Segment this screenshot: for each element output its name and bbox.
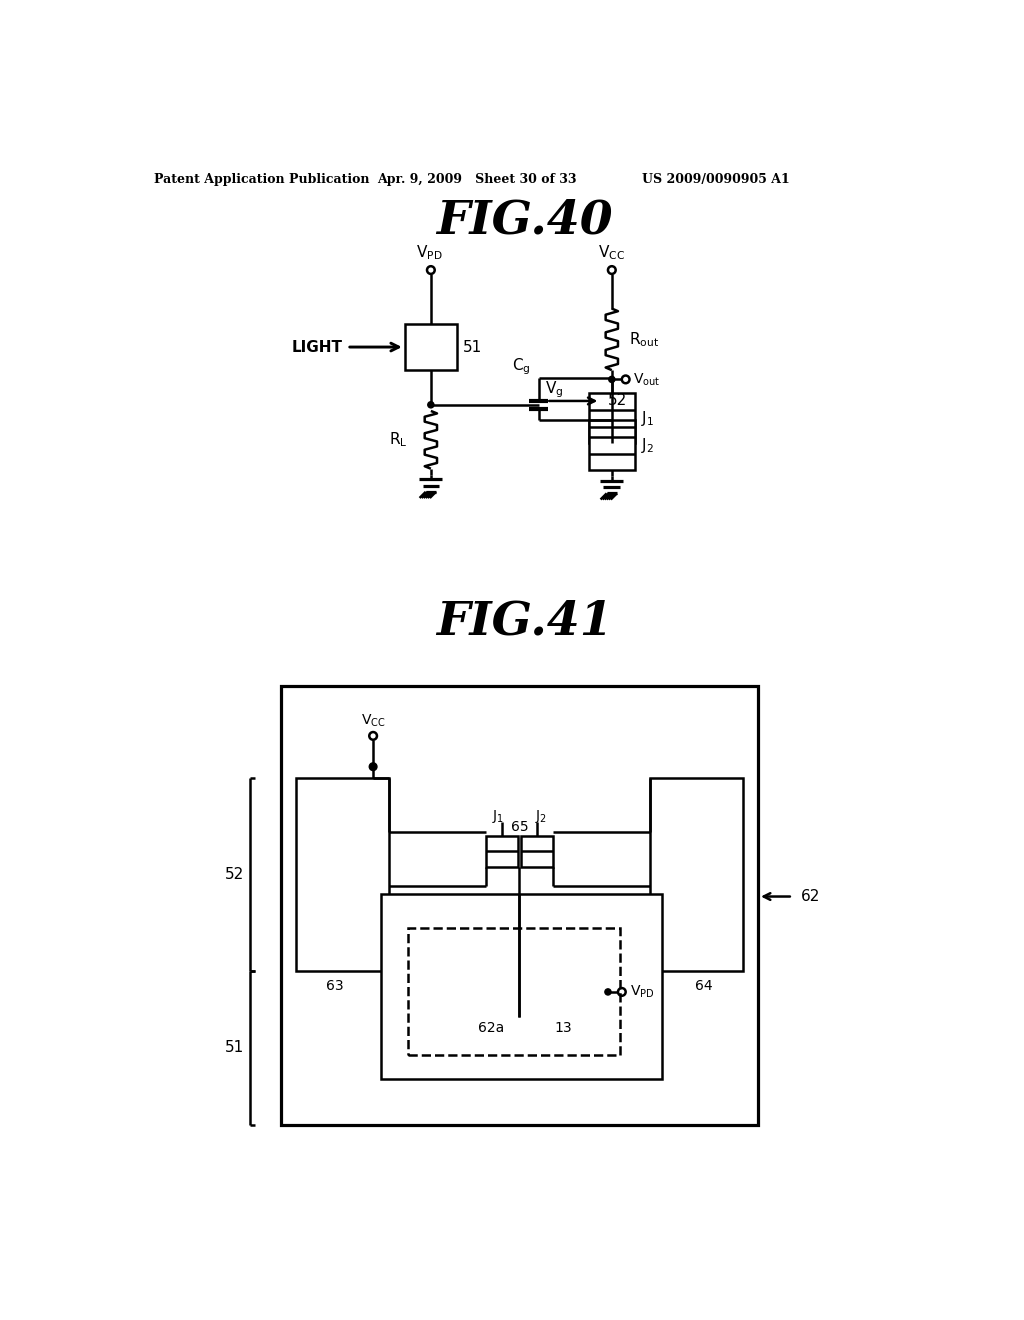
Text: V$_{\mathsf{out}}$: V$_{\mathsf{out}}$: [634, 371, 660, 388]
Text: 65: 65: [511, 820, 528, 834]
Bar: [281, 686, 758, 1125]
Text: R$_{\mathsf{out}}$: R$_{\mathsf{out}}$: [629, 330, 658, 348]
Text: 64: 64: [695, 979, 713, 993]
Bar: [296, 779, 388, 970]
Bar: [381, 894, 662, 1078]
Text: J$_1$: J$_1$: [641, 409, 654, 428]
Circle shape: [370, 763, 377, 771]
Bar: [589, 420, 635, 470]
Text: J$_1$: J$_1$: [492, 808, 504, 825]
Circle shape: [605, 989, 611, 995]
Circle shape: [608, 376, 614, 383]
Text: V$_{\mathsf{PD}}$: V$_{\mathsf{PD}}$: [630, 983, 654, 1001]
Bar: [408, 928, 620, 1056]
Bar: [589, 393, 635, 444]
Text: C$_{\mathsf{g}}$: C$_{\mathsf{g}}$: [512, 356, 531, 376]
Text: V$_{\mathsf{CC}}$: V$_{\mathsf{CC}}$: [360, 713, 385, 729]
Text: Patent Application Publication: Patent Application Publication: [154, 173, 370, 186]
Text: FIG.41: FIG.41: [436, 599, 613, 645]
Bar: [485, 836, 518, 867]
Text: 51: 51: [224, 1040, 244, 1055]
Text: R$_{\mathsf{L}}$: R$_{\mathsf{L}}$: [389, 430, 408, 449]
Text: J$_2$: J$_2$: [641, 436, 654, 454]
Circle shape: [428, 401, 434, 408]
Text: 62a: 62a: [478, 1022, 504, 1035]
Text: 52: 52: [608, 393, 628, 408]
Text: J$_2$: J$_2$: [535, 808, 547, 825]
Text: 62: 62: [801, 890, 820, 904]
Bar: [650, 779, 742, 970]
Text: 63: 63: [326, 979, 343, 993]
Bar: [521, 836, 553, 867]
Text: 51: 51: [463, 339, 482, 355]
Text: FIG.40: FIG.40: [436, 197, 613, 243]
Text: Apr. 9, 2009   Sheet 30 of 33: Apr. 9, 2009 Sheet 30 of 33: [377, 173, 577, 186]
Text: V$_{\mathsf{CC}}$: V$_{\mathsf{CC}}$: [598, 244, 626, 263]
Text: 13: 13: [554, 1022, 571, 1035]
Text: US 2009/0090905 A1: US 2009/0090905 A1: [642, 173, 790, 186]
Text: V$_{\mathsf{g}}$: V$_{\mathsf{g}}$: [545, 379, 563, 400]
Text: V$_{\mathsf{PD}}$: V$_{\mathsf{PD}}$: [416, 244, 442, 263]
Text: LIGHT: LIGHT: [292, 339, 343, 355]
Bar: [404, 323, 457, 370]
Text: 52: 52: [224, 867, 244, 882]
